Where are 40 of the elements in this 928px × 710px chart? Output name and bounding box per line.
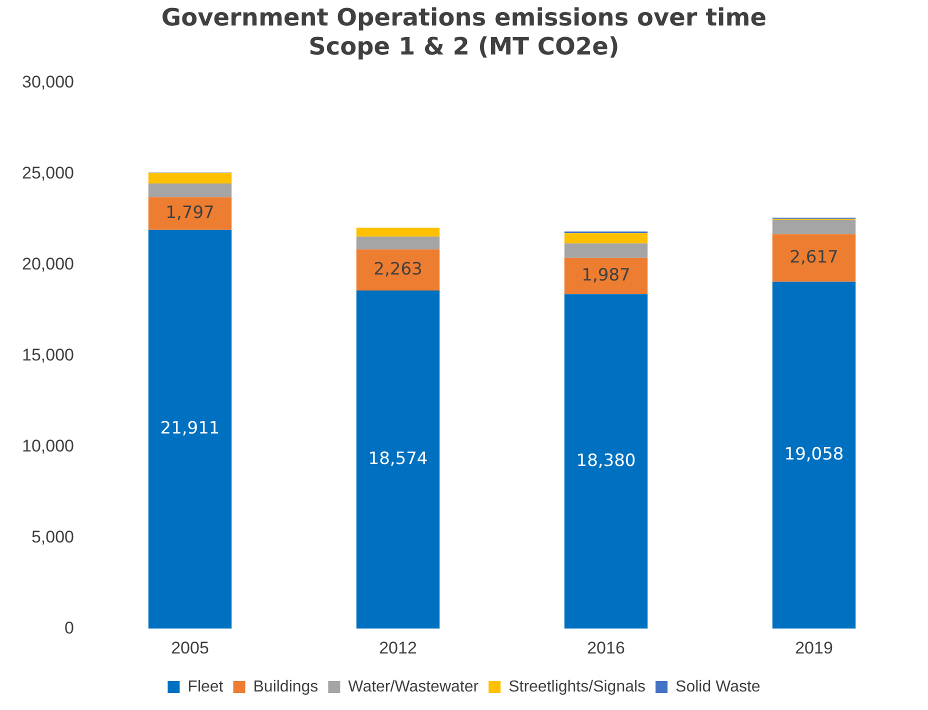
legend-label: Fleet: [188, 678, 224, 696]
bar: [564, 233, 648, 244]
y-tick-label: 5,000: [31, 527, 74, 546]
bar: [148, 172, 232, 184]
bar: [148, 183, 232, 198]
bar: [564, 294, 648, 629]
bar: [772, 234, 856, 282]
x-tick-label: 2012: [379, 638, 417, 658]
y-tick-label: 0: [64, 618, 74, 638]
data-label: 18,380: [576, 450, 636, 471]
bar: [356, 236, 440, 250]
bar: [772, 282, 856, 629]
x-tick-label: 2005: [171, 638, 209, 658]
data-label: 1,987: [582, 265, 630, 286]
bar: [356, 228, 440, 237]
legend-label: Streetlights/Signals: [508, 678, 646, 696]
bar: [564, 258, 648, 294]
y-tick-label: 15,000: [22, 345, 74, 364]
y-tick-label: 20,000: [22, 254, 74, 274]
data-label: 18,574: [368, 449, 428, 469]
y-tick-label: 10,000: [22, 436, 74, 456]
data-label: 2,617: [790, 247, 838, 268]
bar: [148, 230, 232, 629]
data-label: 2,263: [374, 259, 422, 280]
data-label: 19,058: [784, 444, 844, 465]
legend-label: Water/Wastewater: [348, 678, 480, 696]
bar: [356, 249, 440, 291]
y-tick-label: 30,000: [22, 72, 74, 92]
legend-label: Solid Waste: [676, 678, 760, 696]
data-label: 1,797: [166, 202, 214, 223]
y-tick-label: 25,000: [22, 163, 74, 182]
bar: [148, 197, 232, 230]
legend-label: Buildings: [253, 678, 318, 696]
bar: [772, 220, 856, 234]
x-tick-label: 2016: [587, 638, 625, 658]
x-tick-label: 2019: [795, 638, 833, 658]
bar: [356, 290, 440, 629]
chart-title: Government Operations emissions over time Scope 1 & 2 (MT CO2e): [161, 4, 767, 60]
data-label: 21,911: [160, 418, 220, 439]
bar: [564, 243, 648, 258]
